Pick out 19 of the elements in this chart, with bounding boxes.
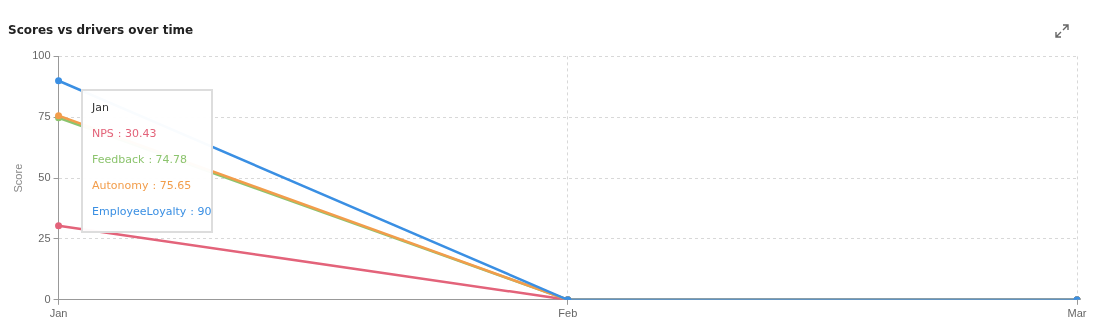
- x-tick-label: Feb: [558, 307, 578, 320]
- text: EmployeeLoyalty: [92, 204, 187, 218]
- text: Autonomy: [92, 178, 149, 192]
- annotation: : 30.43: [117, 126, 157, 140]
- y-tick-label: 100: [32, 49, 51, 62]
- x-tick-label: Jan: [49, 307, 68, 320]
- annotation: Jan: [91, 100, 109, 114]
- annotation: : 74.78: [148, 152, 188, 166]
- y-tick-label: 75: [38, 110, 51, 123]
- y-axis-title: Score: [11, 163, 24, 193]
- y-tick-label: 25: [38, 231, 51, 244]
- y-tick-label: 50: [38, 171, 51, 184]
- chart-title: Scores vs drivers over time: [8, 23, 194, 38]
- annotation: : 75.65: [152, 178, 192, 192]
- x-tick-label: Mar: [1067, 307, 1087, 320]
- y-tick-label: 0: [44, 292, 51, 305]
- text: NPS: [92, 126, 114, 140]
- series-label: Feedback: [92, 152, 146, 166]
- annotation: : 90: [190, 204, 212, 218]
